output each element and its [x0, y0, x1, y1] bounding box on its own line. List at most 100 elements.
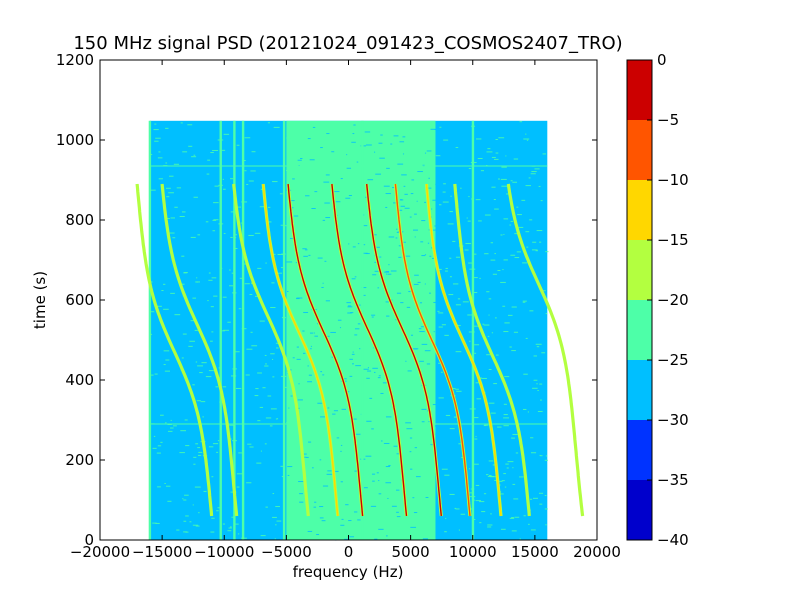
heatmap-speckle: [221, 149, 226, 151]
heatmap-speckle: [409, 216, 412, 218]
heatmap-speckle: [211, 331, 214, 333]
heatmap-speckle: [168, 192, 174, 194]
heatmap-speckle: [383, 185, 390, 187]
plot-frame: [99, 59, 598, 541]
heatmap-speckle: [150, 311, 155, 313]
heatmap-speckle: [432, 404, 439, 406]
heatmap-speckle: [519, 121, 523, 123]
heatmap-speckle: [212, 149, 219, 151]
heatmap-speckle: [427, 242, 430, 244]
colorbar-segment: [627, 300, 652, 360]
heatmap-speckle: [416, 200, 418, 202]
x-tick-label: −5000: [261, 543, 312, 561]
heatmap-speckle: [305, 195, 310, 197]
heatmap-speckle: [352, 418, 357, 420]
heatmap-speckle: [480, 170, 485, 172]
heatmap-speckle: [173, 425, 177, 427]
heatmap-speckle: [165, 162, 168, 164]
heatmap-speckle: [410, 193, 414, 195]
heatmap-speckle: [183, 272, 188, 274]
heatmap-speckle: [535, 250, 538, 252]
heatmap-speckle: [378, 480, 380, 482]
heatmap-speckle: [170, 217, 176, 219]
heatmap-speckle: [244, 170, 247, 172]
heatmap-speckle: [354, 276, 357, 278]
x-tick-label: 20000: [573, 543, 621, 561]
heatmap-speckle: [500, 528, 506, 530]
heatmap-speckle: [469, 340, 471, 342]
heatmap-speckle: [202, 416, 204, 418]
y-tick-label: 1200: [56, 51, 94, 69]
heatmap-speckle: [319, 506, 324, 508]
heatmap-speckle: [487, 475, 494, 477]
heatmap-speckle: [353, 124, 356, 126]
heatmap-speckle: [324, 202, 330, 204]
heatmap-speckle: [179, 452, 185, 454]
heatmap-speckle: [270, 353, 275, 355]
heatmap-speckle: [348, 195, 352, 197]
heatmap-speckle: [276, 347, 279, 349]
heatmap-speckle: [526, 139, 529, 141]
heatmap-speckle: [240, 222, 243, 224]
heatmap-speckle: [174, 314, 181, 316]
heatmap-speckle: [154, 373, 158, 375]
heatmap-speckle: [322, 219, 326, 221]
heatmap-speckle: [487, 524, 493, 526]
y-tick-label: 600: [65, 291, 94, 309]
heatmap-speckle: [492, 464, 496, 466]
heatmap-speckle: [257, 372, 262, 374]
heatmap-speckle: [396, 231, 400, 233]
heatmap-speckle: [539, 503, 543, 505]
heatmap-speckle: [165, 359, 170, 361]
heatmap-speckle: [296, 298, 300, 300]
heatmap-speckle: [320, 416, 326, 418]
heatmap-speckle: [412, 229, 419, 231]
heatmap-speckle: [223, 133, 230, 135]
heatmap-speckle: [336, 214, 338, 216]
colorbar-tick-label: −35: [657, 471, 689, 489]
heatmap-speckle: [402, 136, 406, 138]
heatmap-speckle: [213, 219, 219, 221]
heatmap-speckle: [195, 361, 198, 363]
heatmap-speckle: [545, 251, 549, 253]
heatmap-speckle: [400, 302, 404, 304]
heatmap-speckle: [534, 168, 540, 170]
heatmap-speckle: [157, 157, 163, 159]
heatmap-speckle: [483, 493, 487, 495]
heatmap-speckle: [275, 506, 280, 508]
heatmap-speckle: [160, 441, 163, 443]
heatmap-speckle: [259, 406, 264, 408]
heatmap-speckle: [429, 292, 431, 294]
heatmap-speckle: [422, 164, 425, 166]
heatmap-speckle: [396, 511, 399, 513]
heatmap-speckle: [217, 440, 220, 442]
heatmap-speckle: [442, 191, 446, 193]
heatmap-speckle: [325, 174, 330, 176]
heatmap-speckle: [316, 323, 319, 325]
heatmap-speckle: [535, 343, 542, 345]
heatmap-speckle: [540, 399, 542, 401]
heatmap-speckle: [539, 454, 541, 456]
heatmap-speckle: [413, 512, 418, 514]
heatmap-speckle: [303, 311, 309, 313]
heatmap-speckle: [503, 259, 508, 261]
heatmap-speckle: [150, 281, 153, 283]
heatmap-speckle: [443, 139, 449, 141]
heatmap-speckle: [498, 493, 504, 495]
heatmap-speckle: [531, 171, 537, 173]
heatmap-speckle: [190, 320, 195, 322]
heatmap-speckle: [441, 468, 448, 470]
heatmap-speckle: [185, 515, 189, 517]
heatmap-speckle: [235, 387, 242, 389]
heatmap-speckle: [468, 168, 472, 170]
heatmap-speckle: [321, 520, 326, 522]
heatmap-speckle: [509, 346, 512, 348]
heatmap-speckle: [486, 354, 491, 356]
heatmap-speckle: [254, 395, 259, 397]
heatmap-speckle: [290, 395, 293, 397]
heatmap-speckle: [319, 459, 322, 461]
heatmap-speckle: [280, 267, 285, 269]
heatmap-speckle: [503, 218, 509, 220]
heatmap-speckle: [210, 340, 213, 342]
colorbar-tick-label: −40: [657, 531, 689, 549]
